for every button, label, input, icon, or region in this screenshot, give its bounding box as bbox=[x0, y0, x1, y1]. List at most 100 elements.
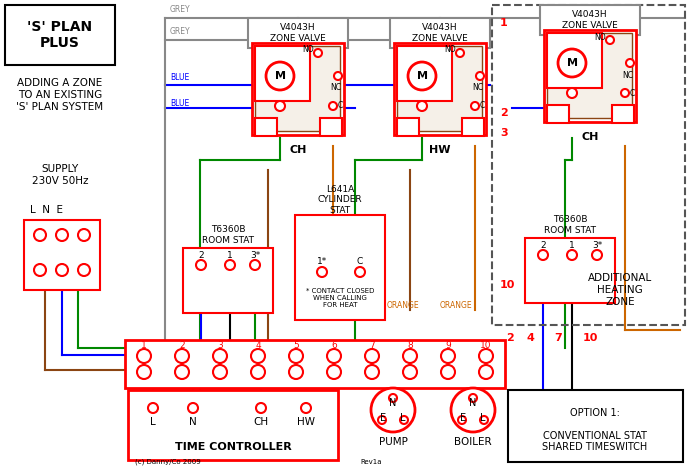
Circle shape bbox=[266, 62, 294, 90]
Text: V4043H
ZONE VALVE: V4043H ZONE VALVE bbox=[412, 23, 468, 43]
Circle shape bbox=[456, 49, 464, 57]
Circle shape bbox=[251, 349, 265, 363]
Circle shape bbox=[251, 365, 265, 379]
Text: E: E bbox=[460, 413, 466, 423]
Circle shape bbox=[479, 365, 493, 379]
Circle shape bbox=[289, 365, 303, 379]
Text: NC: NC bbox=[473, 83, 484, 93]
Text: 1: 1 bbox=[141, 342, 147, 351]
Text: N: N bbox=[389, 398, 397, 408]
Bar bbox=[397, 118, 419, 136]
Circle shape bbox=[34, 264, 46, 276]
Text: 2: 2 bbox=[500, 108, 508, 118]
Circle shape bbox=[592, 250, 602, 260]
Circle shape bbox=[314, 49, 322, 57]
Circle shape bbox=[355, 267, 365, 277]
Circle shape bbox=[137, 349, 151, 363]
Text: M: M bbox=[417, 71, 428, 81]
Circle shape bbox=[400, 416, 408, 424]
Circle shape bbox=[213, 349, 227, 363]
Circle shape bbox=[408, 62, 436, 90]
Bar bbox=[540, 5, 640, 35]
Circle shape bbox=[538, 250, 548, 260]
Text: 3: 3 bbox=[500, 128, 508, 138]
Text: 8: 8 bbox=[407, 342, 413, 351]
Circle shape bbox=[403, 365, 417, 379]
Text: 10: 10 bbox=[500, 280, 515, 290]
Circle shape bbox=[78, 264, 90, 276]
Circle shape bbox=[479, 349, 493, 363]
Bar bbox=[547, 33, 632, 118]
Text: 7: 7 bbox=[554, 333, 562, 343]
Bar bbox=[612, 105, 634, 123]
Bar bbox=[295, 215, 385, 320]
Text: C: C bbox=[337, 102, 343, 110]
Bar bbox=[320, 118, 342, 136]
Text: 2: 2 bbox=[198, 251, 204, 261]
Text: ORANGE: ORANGE bbox=[387, 300, 420, 309]
Circle shape bbox=[301, 403, 311, 413]
Text: M: M bbox=[566, 58, 578, 68]
Circle shape bbox=[480, 416, 488, 424]
Text: BOILER: BOILER bbox=[454, 437, 492, 447]
Text: CH: CH bbox=[289, 145, 306, 155]
Text: M: M bbox=[275, 71, 286, 81]
Text: BLUE: BLUE bbox=[170, 73, 189, 82]
Text: N: N bbox=[469, 398, 477, 408]
Text: 'S' PLAN
PLUS: 'S' PLAN PLUS bbox=[28, 20, 92, 50]
Circle shape bbox=[148, 403, 158, 413]
Text: V4043H
ZONE VALVE: V4043H ZONE VALVE bbox=[562, 10, 618, 29]
Text: PUMP: PUMP bbox=[379, 437, 407, 447]
Text: GREY: GREY bbox=[170, 27, 190, 36]
Bar bbox=[248, 18, 348, 48]
Bar bbox=[5, 5, 115, 65]
Text: L641A
CYLINDER
STAT: L641A CYLINDER STAT bbox=[317, 185, 362, 215]
Text: L: L bbox=[150, 417, 156, 427]
Circle shape bbox=[567, 88, 577, 98]
Circle shape bbox=[327, 365, 341, 379]
Circle shape bbox=[365, 365, 379, 379]
Text: V4043H
ZONE VALVE: V4043H ZONE VALVE bbox=[270, 23, 326, 43]
Text: C: C bbox=[357, 257, 363, 266]
Circle shape bbox=[451, 388, 495, 432]
Text: 4: 4 bbox=[526, 333, 534, 343]
Text: 1: 1 bbox=[227, 251, 233, 261]
Text: 4: 4 bbox=[255, 342, 261, 351]
Circle shape bbox=[626, 59, 634, 67]
Text: NO: NO bbox=[302, 45, 314, 54]
Circle shape bbox=[621, 89, 629, 97]
Bar bbox=[544, 30, 636, 122]
Circle shape bbox=[471, 102, 479, 110]
Circle shape bbox=[56, 264, 68, 276]
Circle shape bbox=[175, 349, 189, 363]
Text: C: C bbox=[480, 102, 484, 110]
Text: 7: 7 bbox=[369, 342, 375, 351]
Circle shape bbox=[403, 349, 417, 363]
Text: NC: NC bbox=[622, 71, 633, 80]
Circle shape bbox=[56, 229, 68, 241]
Text: OPTION 1:

CONVENTIONAL STAT
SHARED TIMESWITCH: OPTION 1: CONVENTIONAL STAT SHARED TIMES… bbox=[542, 408, 648, 453]
Circle shape bbox=[469, 394, 477, 402]
Text: BLUE: BLUE bbox=[170, 99, 189, 108]
Circle shape bbox=[137, 365, 151, 379]
Circle shape bbox=[317, 267, 327, 277]
Bar bbox=[125, 340, 505, 388]
Text: 3*: 3* bbox=[250, 251, 260, 261]
Circle shape bbox=[458, 416, 466, 424]
Text: Rev1a: Rev1a bbox=[360, 459, 382, 465]
Text: L: L bbox=[480, 413, 486, 423]
Text: 1: 1 bbox=[569, 241, 575, 250]
Circle shape bbox=[196, 260, 206, 270]
Text: 5: 5 bbox=[293, 342, 299, 351]
Text: 10: 10 bbox=[480, 342, 492, 351]
Bar bbox=[508, 390, 683, 462]
Text: L: L bbox=[400, 413, 406, 423]
Text: T6360B
ROOM STAT: T6360B ROOM STAT bbox=[202, 225, 254, 245]
Bar bbox=[390, 18, 490, 48]
Circle shape bbox=[441, 349, 455, 363]
Bar bbox=[255, 46, 340, 131]
Bar bbox=[255, 46, 310, 101]
Text: C: C bbox=[629, 88, 635, 97]
Circle shape bbox=[558, 49, 586, 77]
Bar bbox=[547, 105, 569, 123]
